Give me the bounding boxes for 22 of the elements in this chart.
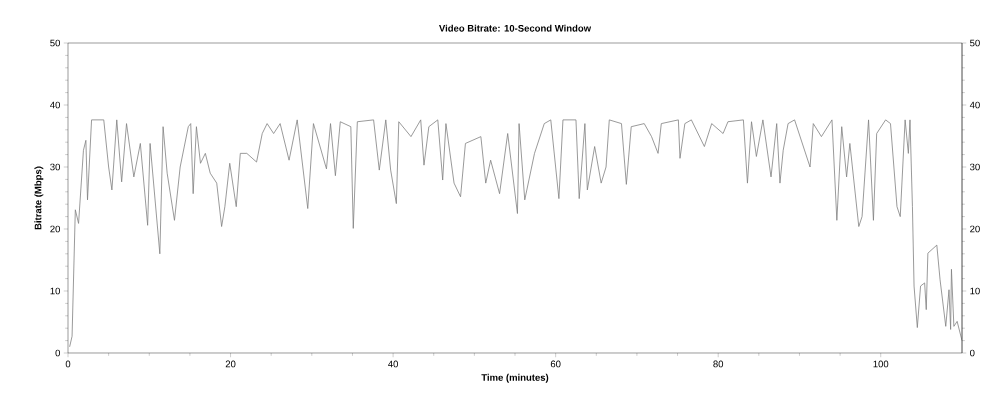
x-tick-label: 0 bbox=[65, 360, 71, 368]
x-tick-label: 20 bbox=[225, 360, 236, 368]
y-tick-label: 20 bbox=[50, 225, 61, 233]
y2-tick-label: 20 bbox=[970, 225, 980, 233]
y2-tick-label: 0 bbox=[970, 349, 975, 357]
y2-tick-label: 40 bbox=[969, 101, 980, 109]
y-tick-label: 30 bbox=[50, 163, 61, 171]
y2-tick-label: 30 bbox=[970, 163, 980, 171]
x-tick-label: 60 bbox=[550, 360, 561, 368]
x-tick-label: 100 bbox=[873, 360, 889, 368]
y-tick-label: 10 bbox=[50, 287, 61, 295]
y2-tick-label: 10 bbox=[970, 287, 980, 295]
x-axis-title: Time (minutes) bbox=[481, 373, 549, 383]
y-axis-title: Bitrate (Mbps) bbox=[34, 166, 44, 230]
y2-tick-label: 50 bbox=[970, 39, 980, 47]
y-tick-label: 0 bbox=[55, 349, 61, 357]
y-tick-label: 50 bbox=[50, 39, 61, 47]
line-series bbox=[69, 119, 963, 348]
chart-title: Video Bitrate: 10-Second Window bbox=[439, 24, 592, 32]
x-tick-label: 80 bbox=[713, 360, 724, 368]
x-tick-label: 40 bbox=[388, 360, 398, 368]
y-tick-label: 40 bbox=[50, 101, 61, 109]
